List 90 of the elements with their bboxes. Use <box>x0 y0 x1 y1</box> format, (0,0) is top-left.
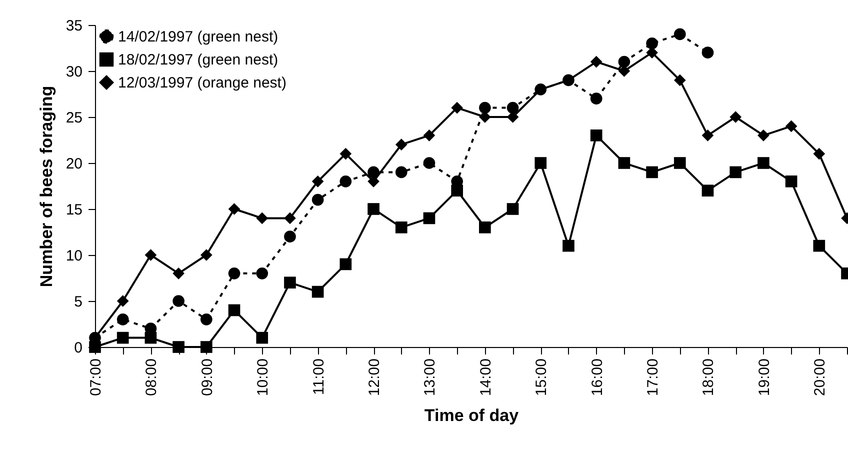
point <box>284 230 296 243</box>
y-tick-label: 15 <box>66 202 82 218</box>
x-tick-label: 18:00 <box>700 358 718 396</box>
point <box>506 102 519 114</box>
point <box>312 175 324 188</box>
point <box>785 120 798 132</box>
point <box>116 295 129 307</box>
x-tick-label: 19:00 <box>756 358 773 396</box>
point <box>674 74 686 86</box>
point <box>256 332 268 344</box>
point <box>479 221 491 234</box>
point <box>813 240 826 252</box>
point <box>785 175 798 188</box>
point <box>284 212 296 224</box>
x-tick-label: 15:00 <box>533 358 550 396</box>
x-tick-label: 10:00 <box>254 358 272 396</box>
point <box>702 129 714 142</box>
point <box>674 28 686 40</box>
point <box>451 102 463 114</box>
point <box>228 304 240 316</box>
point <box>228 267 240 280</box>
x-tick-label: 20:00 <box>812 358 829 396</box>
point <box>674 157 686 169</box>
point <box>590 92 602 105</box>
y-tick-label: 0 <box>74 340 82 356</box>
point <box>172 295 184 307</box>
point <box>200 341 212 353</box>
point <box>423 212 436 224</box>
point <box>395 221 408 234</box>
point <box>451 184 463 197</box>
point <box>813 148 826 160</box>
point <box>368 166 380 178</box>
x-tick-label: 16:00 <box>588 358 606 396</box>
x-tick-label: 14:00 <box>477 358 494 396</box>
y-tick-label: 25 <box>66 110 82 126</box>
point <box>256 267 268 280</box>
point <box>534 157 547 169</box>
point <box>479 102 491 114</box>
point <box>200 313 212 326</box>
legend-label: 12/03/1997 (orange nest) <box>118 74 286 92</box>
point <box>646 166 658 178</box>
x-tick-label: 12:00 <box>366 358 384 396</box>
point <box>256 212 268 224</box>
point <box>116 332 129 344</box>
point <box>116 313 129 326</box>
point <box>312 286 324 298</box>
point <box>562 240 574 252</box>
point <box>618 56 630 68</box>
point <box>758 157 770 169</box>
point <box>312 194 324 206</box>
point <box>702 46 714 59</box>
point <box>340 258 352 270</box>
point <box>423 129 436 142</box>
x-tick-label: 13:00 <box>422 358 439 396</box>
x-tick-label: 11:00 <box>310 358 328 395</box>
point <box>340 148 352 160</box>
point <box>590 129 602 142</box>
x-tick-label: 08:00 <box>143 358 160 396</box>
point <box>423 157 436 169</box>
y-tick-label: 35 <box>66 18 82 34</box>
point <box>730 166 742 178</box>
point <box>590 56 602 68</box>
point <box>144 332 157 344</box>
x-tick-label: 17:00 <box>644 358 662 396</box>
point <box>618 157 630 169</box>
x-axis-title: Time of day <box>424 406 520 426</box>
point <box>506 203 519 215</box>
y-tick-label: 5 <box>74 294 82 310</box>
y-tick-label: 10 <box>66 248 82 264</box>
point <box>702 184 714 197</box>
y-tick-label: 30 <box>66 64 82 80</box>
point <box>730 111 742 123</box>
y-tick-label: 20 <box>66 156 82 172</box>
point <box>172 341 184 353</box>
point <box>758 129 770 142</box>
point <box>646 37 658 50</box>
point <box>340 175 352 188</box>
point <box>172 267 184 280</box>
point <box>284 276 296 289</box>
point <box>395 166 408 178</box>
point <box>395 138 408 151</box>
point <box>228 203 240 215</box>
x-tick-label: 07:00 <box>88 358 104 396</box>
point <box>200 249 212 261</box>
legend-label: 18/02/1997 (green nest) <box>118 52 278 68</box>
point <box>144 249 157 261</box>
point <box>368 203 380 215</box>
legend-label: 14/02/1997 (green nest) <box>118 28 278 46</box>
y-axis-title: Number of bees foraging <box>36 86 56 288</box>
x-tick-label: 09:00 <box>198 358 216 396</box>
